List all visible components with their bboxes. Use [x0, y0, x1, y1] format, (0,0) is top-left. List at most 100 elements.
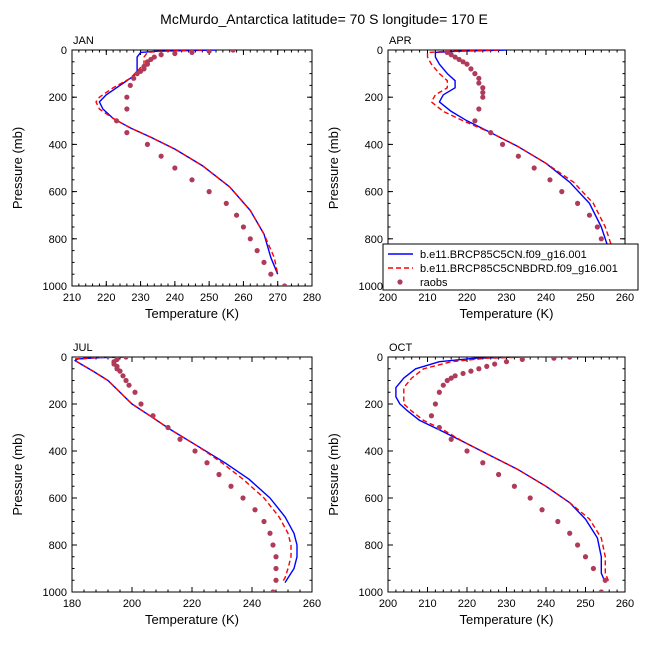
- y-axis-label: Pressure (mb): [10, 433, 25, 515]
- raobs-point: [444, 377, 450, 384]
- raobs-point: [476, 80, 482, 86]
- raobs-point: [480, 460, 486, 466]
- raobs-point: [480, 94, 486, 100]
- raobs-point: [484, 363, 490, 369]
- legend-entry-label: b.e11.BRCP85C5CN.f09_g16.001: [420, 249, 587, 261]
- raobs-point: [273, 577, 279, 583]
- raobs-point: [216, 471, 222, 478]
- panel-label: OCT: [389, 342, 413, 354]
- raobs-point: [539, 507, 545, 513]
- raobs-point: [230, 50, 236, 53]
- legend-swatch-raobs: [397, 279, 403, 285]
- x-tick-label: 250: [200, 292, 218, 304]
- raobs-point: [472, 71, 478, 77]
- y-tick-label: 1000: [43, 281, 67, 293]
- y-tick-label: 400: [49, 446, 67, 458]
- panel-oct: OCT 200 210 220 230 240 250 260 0 200 400 600 800 100…: [326, 342, 634, 627]
- raobs-point: [452, 373, 458, 379]
- raobs-point: [247, 236, 253, 242]
- raobs-point: [551, 357, 557, 361]
- plot-frame: [71, 49, 313, 287]
- raobs-point: [254, 248, 260, 254]
- raobs-point: [476, 75, 482, 81]
- raobs-point: [468, 368, 474, 374]
- raobs-point: [228, 483, 234, 489]
- raobs-point: [189, 177, 195, 183]
- y-tick-label: 0: [377, 352, 383, 364]
- x-tick-label: 220: [458, 292, 476, 304]
- raobs-point: [177, 436, 183, 442]
- y-tick-label: 800: [49, 540, 67, 552]
- raobs-point: [134, 71, 140, 77]
- panel-jul: JUL 180 200 220 240 260 0 200 400 600 800 1000 Tempe…: [10, 342, 321, 627]
- raobs-point: [158, 153, 164, 159]
- raobs-point: [131, 75, 137, 81]
- raobs-point: [270, 542, 276, 548]
- x-tick-label: 210: [418, 292, 436, 304]
- raobs-point: [460, 59, 466, 65]
- y-tick-label: 0: [61, 352, 67, 364]
- raobs-point: [575, 200, 581, 206]
- legend-entry-label: raobs: [420, 277, 448, 289]
- y-tick-label: 200: [49, 399, 67, 411]
- raobs-point: [476, 366, 482, 372]
- raobs-point: [496, 471, 502, 478]
- plot-area: [95, 50, 288, 286]
- plot-area: [74, 357, 298, 592]
- raobs-point: [123, 377, 129, 384]
- x-tick-label: 210: [63, 292, 81, 304]
- x-tick-label: 240: [537, 292, 555, 304]
- raobs-point: [480, 85, 486, 91]
- panel-label: JUL: [73, 342, 93, 354]
- raobs-point: [281, 283, 288, 286]
- raobs-point: [127, 82, 133, 88]
- x-tick-label: 220: [97, 292, 115, 304]
- x-tick-label: 250: [576, 598, 594, 610]
- x-tick-label: 200: [379, 292, 397, 304]
- series-line-cnbdrd: [403, 357, 610, 583]
- raobs-point: [172, 50, 178, 57]
- x-axis-label: Temperature (K): [460, 306, 554, 321]
- series-line-cn: [74, 357, 298, 583]
- raobs-point: [598, 236, 604, 242]
- y-tick-label: 600: [365, 187, 383, 199]
- x-tick-label: 230: [497, 598, 515, 610]
- raobs-point: [582, 554, 589, 560]
- raobs-point: [150, 413, 156, 419]
- y-tick-label: 400: [365, 446, 383, 458]
- raobs-point: [590, 565, 597, 572]
- raobs-point: [138, 401, 144, 407]
- y-tick-label: 800: [49, 234, 67, 246]
- raobs-point: [124, 130, 130, 136]
- x-tick-label: 240: [166, 292, 184, 304]
- raobs-point: [261, 259, 267, 265]
- y-tick-label: 200: [365, 92, 383, 104]
- raobs-point: [432, 401, 438, 407]
- x-tick-label: 220: [458, 598, 476, 610]
- raobs-point: [206, 189, 212, 195]
- raobs-point: [144, 141, 151, 147]
- x-tick-label: 260: [616, 292, 634, 304]
- x-axis-label: Temperature (K): [145, 306, 239, 321]
- raobs-point: [464, 448, 470, 454]
- panel-label: APR: [389, 35, 412, 47]
- raobs-point: [448, 436, 454, 442]
- legend: b.e11.BRCP85C5CN.f09_g16.001 b.e11.BRCP85…: [382, 243, 639, 291]
- series-line-cn: [434, 50, 614, 277]
- raobs-point: [515, 153, 521, 159]
- raobs-point: [460, 370, 466, 377]
- raobs-point: [464, 61, 470, 67]
- raobs-point: [124, 106, 130, 112]
- raobs-point: [223, 200, 229, 206]
- x-tick-label: 250: [576, 292, 594, 304]
- raobs-point: [598, 589, 604, 592]
- raobs-point: [531, 165, 537, 171]
- y-tick-label: 200: [365, 399, 383, 411]
- raobs-point: [555, 518, 561, 525]
- x-tick-label: 240: [537, 598, 555, 610]
- raobs-point: [165, 424, 171, 431]
- x-tick-label: 200: [123, 598, 141, 610]
- raobs-point: [120, 373, 126, 379]
- raobs-point: [567, 530, 573, 536]
- raobs-point: [436, 424, 442, 431]
